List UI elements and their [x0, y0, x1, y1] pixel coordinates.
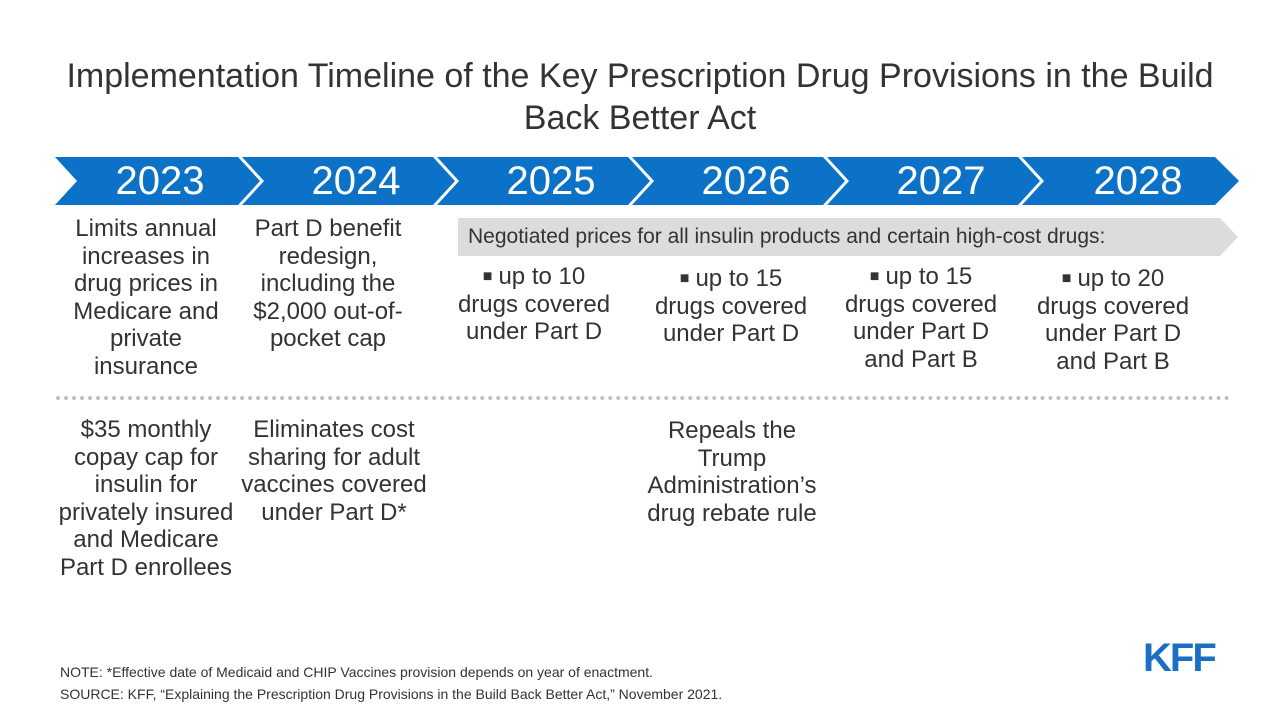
source-note: SOURCE: KFF, “Explaining the Prescriptio… — [60, 686, 723, 702]
negotiation-2026: ■ up to 15 drugs covered under Part D — [654, 265, 808, 347]
chevron-2025 — [437, 157, 650, 205]
chevron-2027 — [827, 157, 1040, 205]
chevron-2026 — [632, 157, 845, 205]
kff-logo: KFF — [1143, 636, 1217, 680]
provision-2023-price-increases: Limits annual increases in drug prices i… — [73, 215, 219, 380]
negotiated-prices-label: Negotiated prices for all insulin produc… — [468, 225, 1106, 248]
square-bullet-icon: ■ — [1061, 270, 1072, 287]
negotiated-prices-banner: Negotiated prices for all insulin produc… — [458, 218, 1238, 256]
provision-2024-vaccines: Eliminates cost sharing for adult vaccin… — [241, 416, 427, 526]
negotiated-arrow-bar — [458, 218, 1238, 256]
chevron-2023 — [55, 157, 260, 205]
square-bullet-icon: ■ — [679, 270, 690, 287]
year-2027: 2027 — [896, 159, 986, 203]
negotiation-2028: ■ up to 20 drugs covered under Part D and… — [1036, 265, 1190, 375]
provision-2023-insulin-copay: $35 monthly copay cap for insulin for pr… — [58, 416, 234, 581]
square-bullet-icon: ■ — [482, 268, 493, 285]
year-2024: 2024 — [311, 159, 401, 203]
year-2025: 2025 — [506, 159, 596, 203]
year-2026: 2026 — [701, 159, 791, 203]
section-divider — [56, 396, 1230, 400]
chevron-2028 — [1022, 157, 1239, 205]
negotiation-2027: ■ up to 15 drugs covered under Part D and… — [844, 263, 998, 373]
provision-2026-rebate-rule: Repeals the Trump Administration’s drug … — [647, 417, 817, 527]
square-bullet-icon: ■ — [869, 268, 880, 285]
provision-2024-part-d-redesign: Part D benefit redesign, including the $… — [253, 215, 403, 352]
negotiation-2025: ■ up to 10 drugs covered under Part D — [457, 263, 611, 345]
year-2028: 2028 — [1093, 159, 1183, 203]
footnote: NOTE: *Effective date of Medicaid and CH… — [60, 664, 653, 680]
year-2023: 2023 — [115, 159, 205, 203]
page-title: Implementation Timeline of the Key Presc… — [66, 57, 1214, 137]
chevron-2024 — [242, 157, 455, 205]
